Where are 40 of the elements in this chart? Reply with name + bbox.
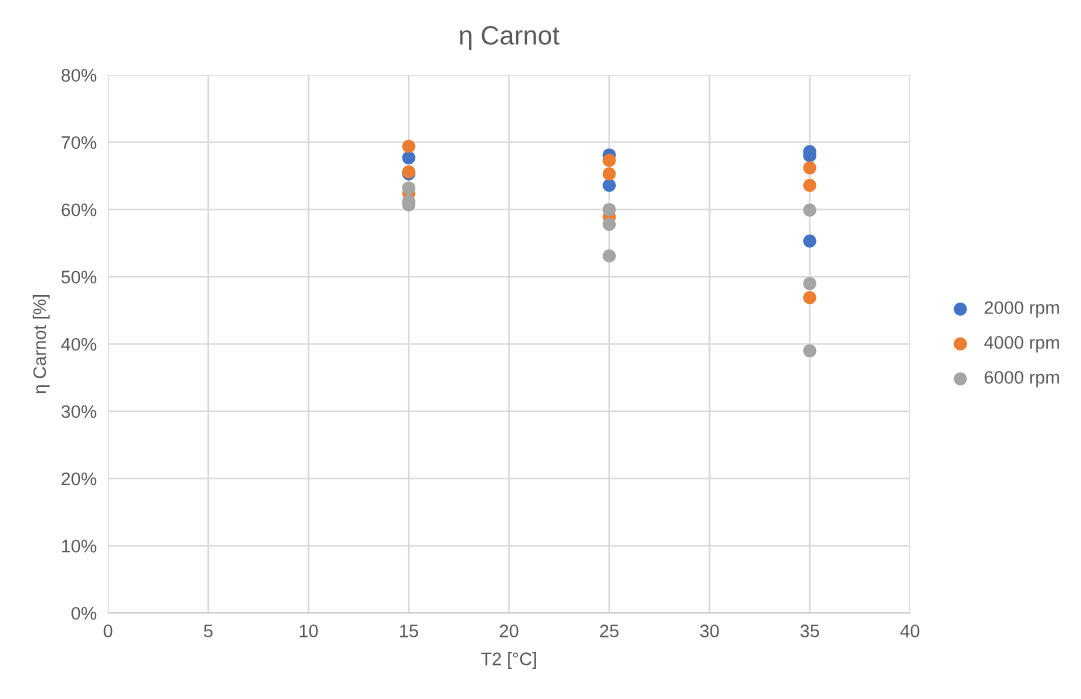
point [803, 234, 817, 248]
point [402, 139, 416, 153]
point [602, 167, 616, 181]
x-tick-label: 5 [203, 624, 213, 638]
legend-label: 4000 rpm [984, 336, 1059, 353]
x-tick-label: 15 [400, 624, 419, 638]
point [602, 153, 616, 167]
point [602, 217, 616, 231]
y-tick-label: 50% [61, 270, 97, 284]
point [803, 178, 817, 192]
legend-label: 2000 rpm [984, 301, 1059, 318]
x-tick-label: 10 [299, 624, 318, 638]
point [602, 178, 616, 192]
chart-title: η Carnot [459, 26, 560, 50]
point [803, 344, 817, 358]
y-tick-label: 70% [61, 136, 97, 149]
x-tick-label: 35 [800, 624, 820, 638]
legend-label: 6000 rpm [984, 370, 1059, 388]
point [402, 181, 416, 195]
point [803, 161, 817, 175]
y-tick-label: 80% [61, 68, 97, 82]
point [402, 151, 416, 165]
x-tick-label: 20 [499, 624, 519, 638]
y-tick-label: 40% [61, 337, 97, 351]
point [803, 203, 817, 217]
y-tick-label: 30% [61, 405, 97, 418]
point [803, 276, 817, 291]
x-tick-label: 0 [103, 624, 113, 638]
x-tick-label: 25 [600, 624, 619, 638]
x-tick-label: 40 [900, 624, 920, 638]
point [602, 202, 616, 217]
x-tick-label: 30 [700, 624, 719, 638]
x-axis-title: T2 [°C] [481, 652, 536, 669]
y-tick-label: 60% [61, 203, 97, 217]
y-tick-label: 0% [71, 606, 97, 620]
point [803, 291, 817, 305]
point [602, 249, 616, 263]
y-axis-title: η Carnot [%] [32, 295, 50, 394]
y-tick-label: 10% [62, 539, 97, 553]
y-tick-label: 20% [61, 472, 97, 486]
